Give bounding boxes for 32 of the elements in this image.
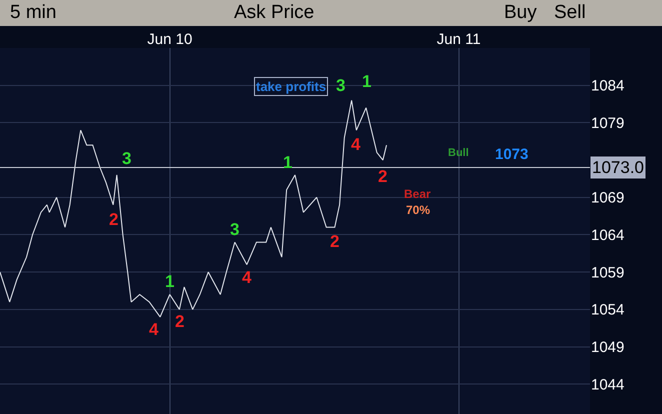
y-tick-label: 1049: [591, 339, 624, 356]
text: 5 min: [10, 2, 56, 23]
annotation: Bear: [404, 187, 432, 201]
y-tick-label: 1084: [591, 78, 624, 95]
y-tick-label: 1059: [591, 264, 624, 282]
y-tick-label: 1054: [591, 302, 624, 319]
annotation: 4: [242, 268, 252, 287]
annotation: 1: [362, 72, 372, 91]
annotation: 2: [175, 312, 184, 331]
y-tick-label: 1044: [591, 376, 624, 394]
ref-line-label: 1073.0: [592, 158, 644, 177]
annotation: 3: [230, 220, 240, 239]
annotation: 3: [336, 76, 346, 95]
text: Buy: [504, 2, 538, 23]
annotation: 3: [122, 149, 132, 168]
annotation: 4: [351, 135, 361, 154]
annotation: Bull: [448, 147, 469, 159]
annotation: take profits: [256, 79, 326, 94]
annotation: 1: [165, 272, 174, 291]
text: Ask Price: [234, 2, 314, 23]
annotation: 1073: [495, 146, 528, 163]
x-tick-label: Jun 11: [436, 31, 481, 48]
y-tick-label: 1079: [591, 114, 624, 132]
y-tick-label: 1064: [591, 226, 624, 244]
y-tick-label: 1069: [591, 190, 624, 207]
x-tick-label: Jun 10: [147, 31, 192, 48]
annotation: 70%: [406, 203, 430, 217]
annotation: 2: [330, 232, 340, 251]
annotation: 2: [109, 210, 118, 229]
annotation: 4: [149, 320, 159, 339]
text: Sell: [554, 2, 586, 23]
annotation: 2: [378, 167, 388, 186]
